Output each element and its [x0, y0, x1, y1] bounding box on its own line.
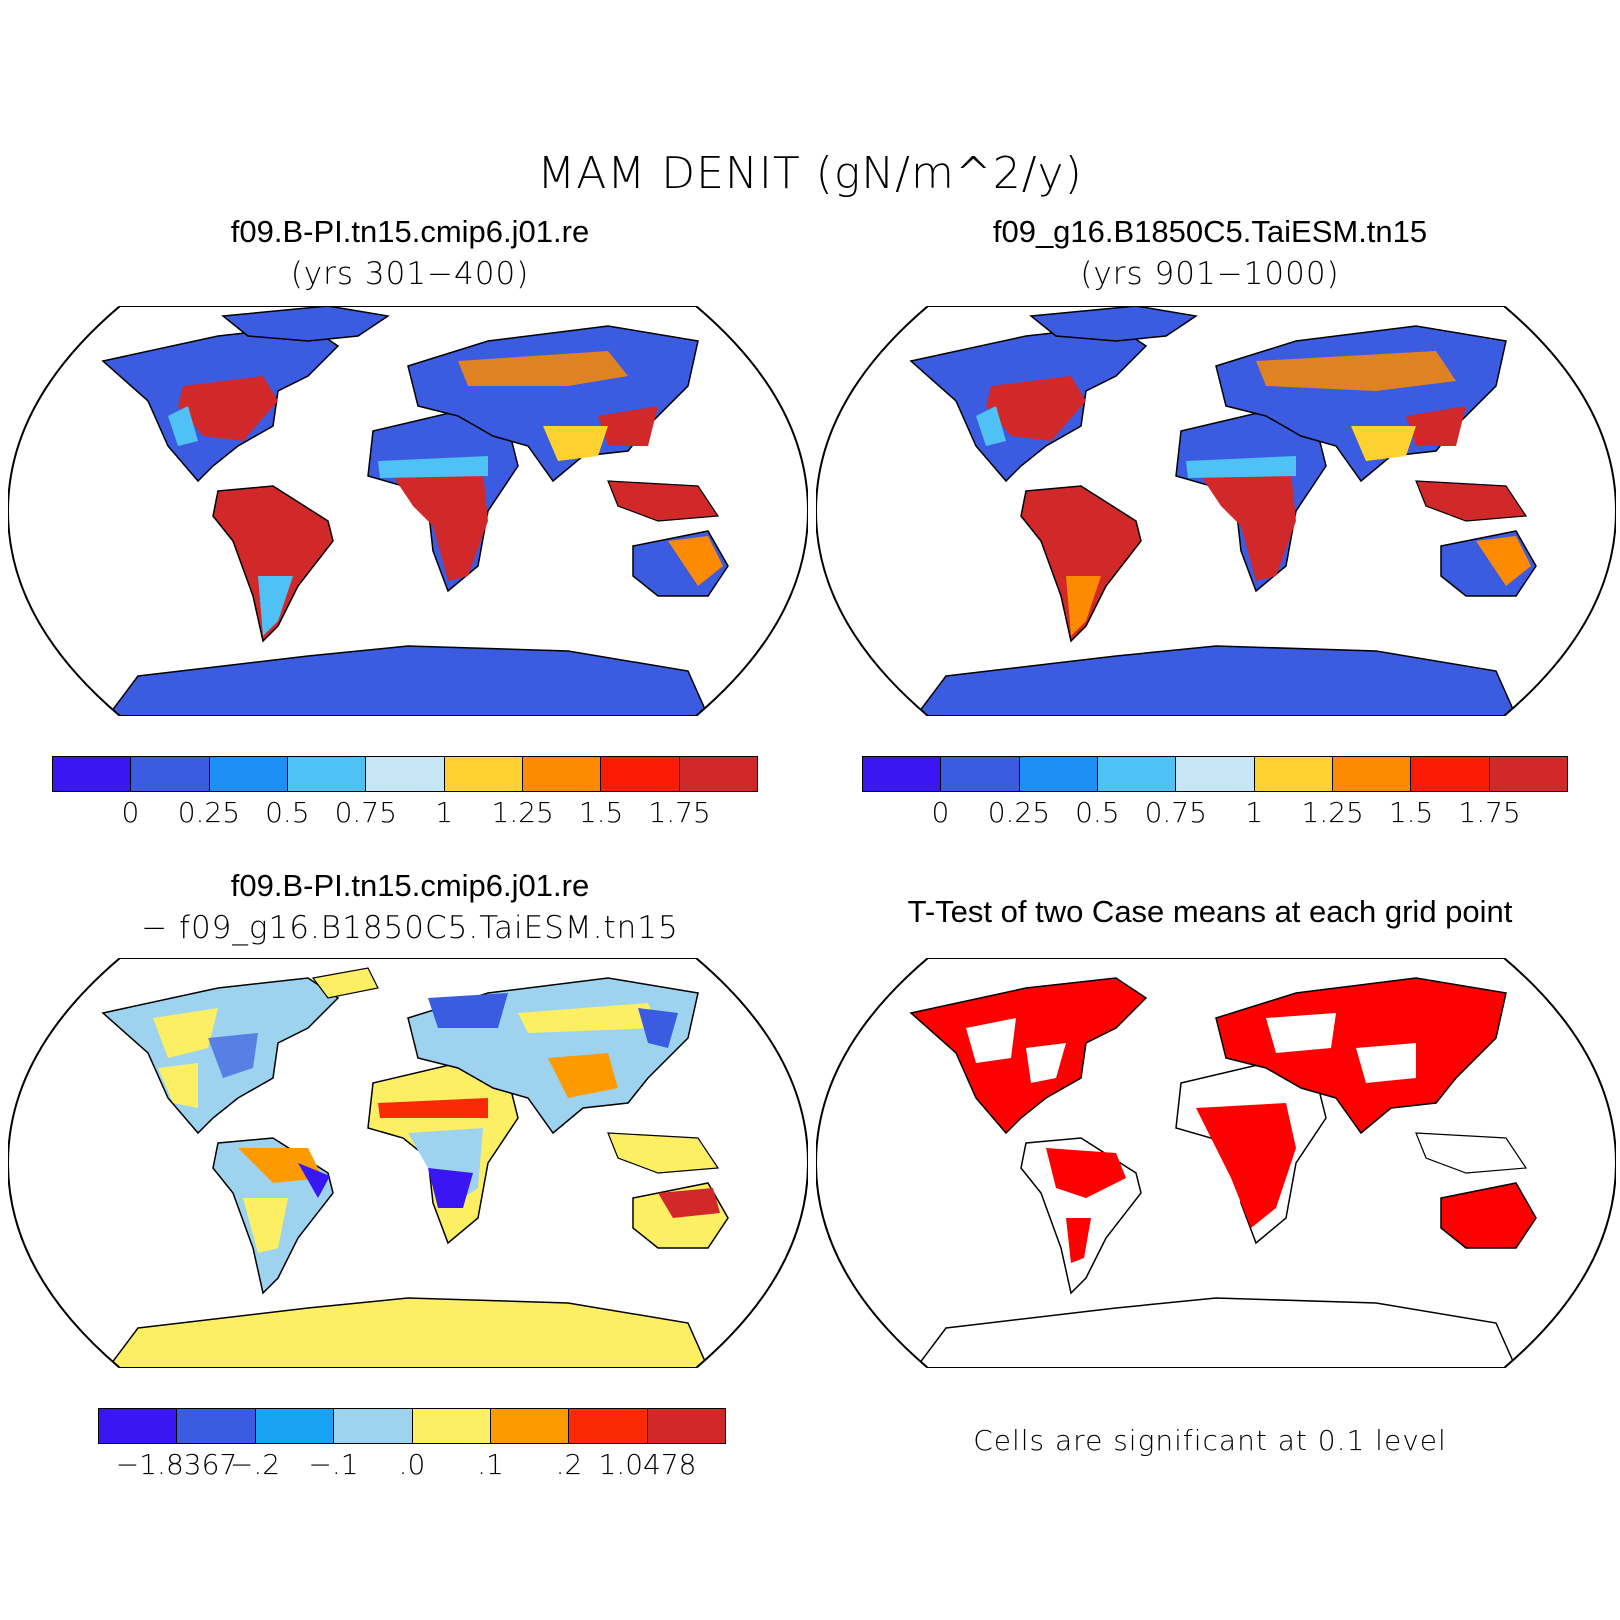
- panel-3-title: f09.B-PI.tn15.cmip6.j01.re: [230, 868, 590, 903]
- colorbar-box-4: [412, 1409, 491, 1443]
- colorbar-tick-label: 0: [931, 796, 950, 829]
- colorbar-box-1: [177, 1409, 256, 1443]
- colorbar-tick-label: 0: [121, 796, 140, 829]
- colorbar-box-8: [679, 757, 757, 791]
- colorbar-box-7: [601, 757, 680, 791]
- colorbar-tick-label: 0.5: [265, 796, 310, 829]
- colorbar-tick-label: 1.25: [491, 796, 554, 829]
- colorbar-box-2: [255, 1409, 335, 1443]
- panel-2-map: [816, 306, 1616, 716]
- colorbar-tick-label: 0.75: [1144, 796, 1207, 829]
- colorbar-box-3: [1097, 757, 1177, 791]
- colorbar-box-3: [334, 1409, 413, 1443]
- colorbar-box-0: [99, 1409, 178, 1443]
- continent-antarctica: [106, 645, 710, 716]
- continent-south-america: [1020, 485, 1142, 643]
- colorbar-box-6: [522, 757, 602, 791]
- colorbar-box-0: [53, 757, 132, 791]
- colorbar-box-4: [1176, 757, 1255, 791]
- colorbar-box-3: [287, 757, 367, 791]
- colorbar-tick-label: .2: [555, 1448, 583, 1481]
- colorbar-tick-label: 0.5: [1075, 796, 1120, 829]
- colorbar-tick-label: 1.5: [578, 796, 624, 829]
- colorbar-tick-label: 1.75: [648, 796, 711, 829]
- continent-antarctica: [106, 1297, 710, 1368]
- colorbar-tick-label: −1.8367: [115, 1448, 238, 1481]
- panel-1-title: f09.B-PI.tn15.cmip6.j01.re: [230, 214, 590, 249]
- colorbar-tick-label: 0.75: [334, 796, 397, 829]
- colorbar-tick-label: 1: [1245, 796, 1264, 829]
- colorbar-tick-label: 0.25: [177, 796, 241, 829]
- colorbar-tick-label: 0.25: [987, 796, 1051, 829]
- colorbar-box-5: [490, 1409, 570, 1443]
- colorbar-box-4: [366, 757, 445, 791]
- colorbar-tick-label: 1.75: [1458, 796, 1521, 829]
- colorbar-box-1: [131, 757, 210, 791]
- panel-3-map: [8, 958, 808, 1368]
- panel-2-colorbar: [862, 756, 1568, 792]
- colorbar-box-5: [1254, 757, 1333, 791]
- colorbar-tick-label: 1.0478: [598, 1448, 697, 1481]
- continent-antarctica: [914, 645, 1518, 716]
- colorbar-box-1: [941, 757, 1020, 791]
- panel-4-title: T-Test of two Case means at each grid po…: [907, 894, 1513, 929]
- colorbar-tick-label: −.2: [229, 1448, 281, 1481]
- colorbar-box-2: [209, 757, 288, 791]
- panel-1-subtitle: (yrs 301−400): [290, 256, 530, 292]
- colorbar-box-2: [1019, 757, 1098, 791]
- continent-south-america: [212, 485, 334, 643]
- colorbar-box-6: [1332, 757, 1412, 791]
- colorbar-tick-label: .0: [398, 1448, 426, 1481]
- colorbar-box-7: [647, 1409, 725, 1443]
- panel-1-colorbar: [52, 756, 758, 792]
- colorbar-box-0: [863, 757, 942, 791]
- colorbar-tick-label: .1: [477, 1448, 504, 1481]
- colorbar-tick-label: 1.25: [1301, 796, 1364, 829]
- continent-australia: [1440, 1182, 1537, 1249]
- colorbar-tick-label: −.1: [308, 1448, 359, 1481]
- colorbar-box-8: [1489, 757, 1567, 791]
- figure-title: MAM DENIT (gN/m^2/y): [537, 148, 1083, 199]
- panel-3-colorbar: [98, 1408, 726, 1444]
- panel-4-map: [816, 958, 1616, 1368]
- panel-1-map: [8, 306, 808, 716]
- colorbar-box-6: [569, 1409, 648, 1443]
- colorbar-box-7: [1411, 757, 1490, 791]
- continent-antarctica: [914, 1297, 1518, 1368]
- colorbar-tick-label: 1: [435, 796, 454, 829]
- colorbar-box-5: [444, 757, 523, 791]
- panel-2-subtitle: (yrs 901−1000): [1080, 256, 1340, 292]
- panel-3-subtitle: − f09_g16.B1850C5.TaiESM.tn15: [141, 910, 679, 946]
- panel-4-note: Cells are significant at 0.1 level: [973, 1424, 1447, 1457]
- colorbar-tick-label: 1.5: [1388, 796, 1434, 829]
- panel-2-title: f09_g16.B1850C5.TaiESM.tn15: [992, 214, 1428, 249]
